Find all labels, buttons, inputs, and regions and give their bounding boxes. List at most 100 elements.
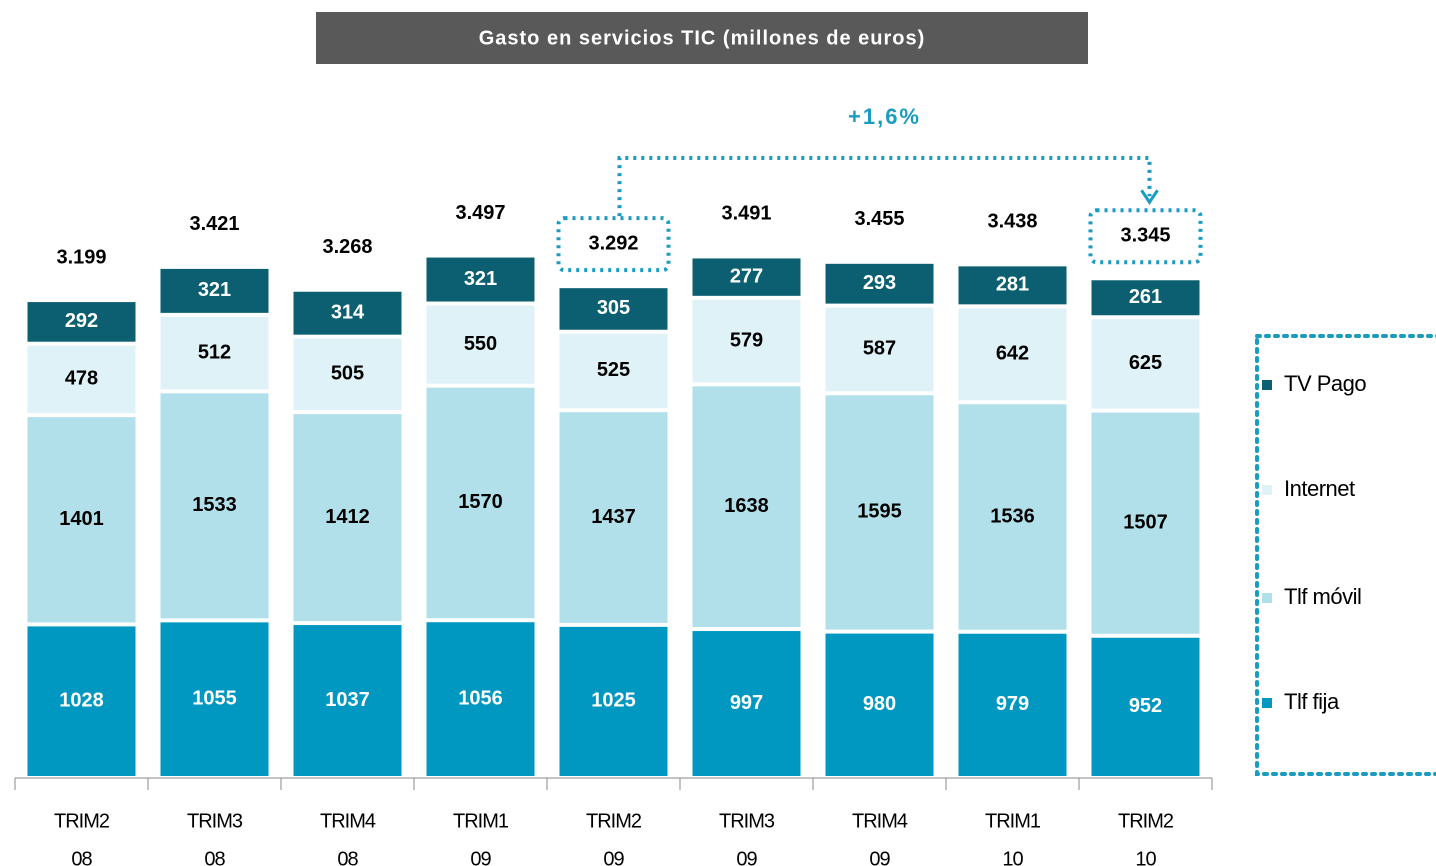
bar-segment <box>1091 412 1200 634</box>
data-label: 587 <box>863 338 896 360</box>
data-label: 550 <box>464 333 497 355</box>
data-label: 980 <box>863 693 896 715</box>
data-label: 1412 <box>325 506 370 528</box>
data-label: 1595 <box>857 501 902 523</box>
bar-segment <box>559 333 668 409</box>
bar-segment <box>27 626 136 776</box>
total-label: 3.438 <box>987 211 1037 233</box>
x-tick-label: TRIM2 <box>1118 810 1174 832</box>
legend-label: Internet <box>1284 476 1355 501</box>
data-label: 525 <box>597 359 630 381</box>
x-tick-label: TRIM3 <box>187 810 243 832</box>
total-label: 3.268 <box>322 236 372 258</box>
data-label: 512 <box>198 341 231 363</box>
x-tick-label: 08 <box>337 848 358 866</box>
data-label: 979 <box>996 693 1029 715</box>
bar-segment <box>825 395 934 630</box>
bar-segment <box>559 626 668 776</box>
bar-segment <box>692 631 801 776</box>
bar-segment <box>958 308 1067 401</box>
x-tick-label: TRIM1 <box>453 810 509 832</box>
data-label: 321 <box>464 268 497 290</box>
bar-segment <box>1091 637 1200 776</box>
data-label: 1025 <box>591 690 636 712</box>
x-tick-label: 10 <box>1135 848 1156 866</box>
data-label: 321 <box>198 279 231 301</box>
data-label: 314 <box>331 301 365 323</box>
annotation-arrow <box>1140 189 1159 205</box>
x-tick-label: 08 <box>71 848 92 866</box>
bar-segment <box>692 386 801 628</box>
data-label: 505 <box>331 363 364 385</box>
bar-segment <box>1091 280 1200 316</box>
data-label: 281 <box>996 274 1029 296</box>
bar-segment <box>293 414 402 622</box>
total-label: 3.345 <box>1120 225 1170 247</box>
data-label: 277 <box>730 265 763 287</box>
total-label: 3.199 <box>56 246 106 268</box>
x-tick-label: TRIM4 <box>852 810 908 832</box>
total-label: 3.497 <box>455 202 505 224</box>
bar-segment <box>958 633 1067 776</box>
x-tick-label: TRIM2 <box>586 810 642 832</box>
data-label: 305 <box>597 297 630 319</box>
legend-swatch <box>1262 380 1272 390</box>
data-label: 1037 <box>325 689 370 711</box>
legend-swatch <box>1262 698 1272 708</box>
bar-segment <box>293 338 402 411</box>
data-label: 1536 <box>990 505 1035 527</box>
x-tick-label: 08 <box>204 848 225 866</box>
title-box <box>316 12 1088 64</box>
bar-segment <box>692 299 801 383</box>
data-label: 478 <box>65 368 98 390</box>
data-label: 997 <box>730 692 763 714</box>
x-tick-label: 09 <box>736 848 757 866</box>
data-label: 1507 <box>1123 511 1168 533</box>
data-label: 1028 <box>59 689 104 711</box>
data-label: 1056 <box>458 687 503 709</box>
bar-segment <box>160 316 269 390</box>
total-label: 3.491 <box>721 203 771 225</box>
x-tick-label: 10 <box>1002 848 1023 866</box>
bar-segment <box>426 257 535 302</box>
data-label: 642 <box>996 343 1029 365</box>
bar-segment <box>426 622 535 776</box>
x-tick-label: TRIM1 <box>985 810 1041 832</box>
data-label: 952 <box>1129 695 1162 717</box>
bar-segment <box>27 345 136 414</box>
chart-title: Gasto en servicios TIC (millones de euro… <box>479 27 926 49</box>
bar-segment <box>692 258 801 296</box>
bar-segment <box>825 633 934 776</box>
bar-segment <box>160 268 269 313</box>
data-label: 1437 <box>591 506 636 528</box>
legend-box <box>1255 334 1436 776</box>
annotation: +1,6% <box>848 104 921 129</box>
bar-segment <box>426 387 535 619</box>
total-label: 3.292 <box>588 232 638 254</box>
bar-segment <box>27 417 136 623</box>
x-tick-label: 09 <box>603 848 624 866</box>
data-label: 625 <box>1129 352 1162 374</box>
bar-segment <box>825 263 934 304</box>
bar-segment <box>825 307 934 392</box>
legend-swatch <box>1262 593 1272 603</box>
bar-segment <box>958 266 1067 305</box>
total-label: 3.421 <box>189 213 239 235</box>
bar-segment <box>160 622 269 776</box>
data-label: 292 <box>65 310 98 332</box>
highlight-box <box>556 216 671 273</box>
x-tick-label: TRIM4 <box>320 810 376 832</box>
data-label: 293 <box>863 272 896 294</box>
legend-label: Tlf móvil <box>1284 584 1361 609</box>
bar-segment <box>160 393 269 619</box>
data-label: 1055 <box>192 687 237 709</box>
x-tick-label: 09 <box>470 848 491 866</box>
bar-segment <box>559 288 668 330</box>
bar-segment <box>559 412 668 623</box>
bar-segment <box>27 302 136 342</box>
total-label: 3.455 <box>854 208 904 230</box>
data-label: 1533 <box>192 494 237 516</box>
bar-segment <box>426 305 535 384</box>
bar-segment <box>293 625 402 776</box>
bar-segment <box>958 404 1067 630</box>
